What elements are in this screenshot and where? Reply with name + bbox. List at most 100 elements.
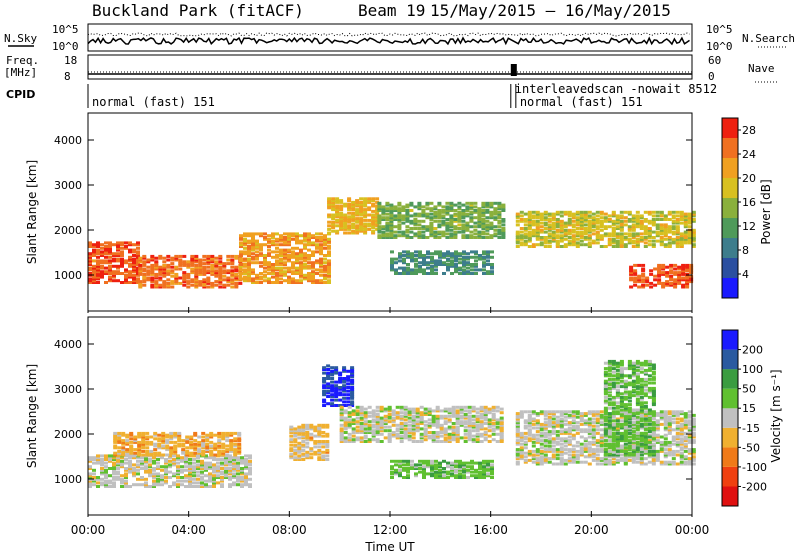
heatmap-cell — [96, 243, 100, 247]
heatmap-cell — [685, 265, 690, 269]
heatmap-cell — [299, 234, 303, 238]
power-colorbar-label: Power [dB] — [759, 179, 773, 244]
heatmap-cell — [547, 232, 552, 236]
heatmap-cell — [92, 468, 96, 472]
heatmap-cell — [185, 437, 190, 441]
heatmap-cell — [232, 465, 236, 469]
heatmap-cell — [342, 384, 347, 388]
heatmap-cell — [579, 212, 584, 216]
heatmap-cell — [244, 474, 248, 478]
heatmap-cell — [247, 254, 251, 257]
heatmap-cell — [567, 410, 572, 414]
heatmap-cell — [519, 449, 524, 453]
heatmap-cell — [405, 230, 410, 234]
heatmap-cell — [635, 239, 640, 243]
heatmap-cell — [402, 257, 406, 261]
heatmap-cell — [136, 263, 140, 266]
cpid-segment-label: normal (fast) 151 — [92, 95, 215, 109]
heatmap-cell — [479, 425, 484, 429]
heatmap-cell — [212, 479, 216, 483]
heatmap-cell — [355, 227, 360, 231]
heatmap-cell — [146, 271, 151, 275]
heatmap-cell — [413, 214, 418, 218]
heatmap-cell — [663, 228, 668, 232]
heatmap-cell — [651, 243, 656, 247]
heatmap-cell — [342, 368, 347, 371]
heatmap-cell — [112, 254, 116, 257]
heatmap-cell — [555, 440, 560, 444]
heatmap-cell — [429, 216, 434, 220]
heatmap-cell — [481, 218, 486, 221]
heatmap-cell — [451, 429, 456, 433]
heatmap-cell — [531, 214, 536, 218]
heatmap-cell — [299, 263, 303, 266]
heatmap-cell — [371, 213, 376, 217]
heatmap-cell — [228, 456, 232, 460]
heatmap-cell — [194, 258, 199, 262]
heatmap-cell — [575, 410, 580, 414]
heatmap-cell — [359, 436, 364, 440]
heatmap-cell — [389, 227, 394, 230]
heatmap-cell — [410, 255, 414, 259]
heatmap-cell — [687, 236, 692, 239]
heatmap-cell — [190, 269, 195, 273]
heatmap-cell — [212, 470, 216, 474]
heatmap-cell — [121, 453, 126, 457]
heatmap-cell — [631, 228, 636, 232]
heatmap-cell — [375, 204, 380, 208]
heatmap-cell — [637, 278, 642, 282]
heatmap-cell — [295, 241, 299, 245]
heatmap-cell — [355, 413, 360, 416]
heatmap-cell — [579, 449, 584, 453]
heatmap-cell — [449, 234, 454, 238]
heatmap-cell — [401, 209, 406, 212]
heatmap-cell — [108, 458, 112, 461]
heatmap-cell — [402, 272, 406, 275]
heatmap-cell — [450, 461, 454, 465]
heatmap-cell — [96, 277, 100, 281]
heatmap-cell — [519, 218, 524, 221]
heatmap-cell — [451, 409, 456, 413]
heatmap-cell — [347, 202, 352, 206]
heatmap-cell — [406, 268, 410, 272]
heatmap-cell — [497, 216, 502, 220]
heatmap-cell — [437, 201, 442, 205]
heatmap-cell — [575, 237, 580, 241]
heatmap-cell — [311, 273, 315, 277]
heatmap-cell — [359, 226, 364, 230]
heatmap-cell — [655, 451, 660, 455]
heatmap-cell — [247, 277, 251, 281]
power-ylabel: Slant Range [km] — [25, 160, 39, 264]
heatmap-cell — [397, 201, 402, 205]
heatmap-cell — [157, 453, 162, 457]
heatmap-cell — [142, 283, 147, 287]
heatmap-cell — [411, 420, 416, 424]
heatmap-cell — [559, 227, 564, 230]
heatmap-cell — [477, 212, 482, 216]
heatmap-cell — [315, 272, 319, 275]
heatmap-cell — [433, 210, 438, 214]
heatmap-cell — [479, 407, 484, 411]
heatmap-cell — [474, 474, 478, 478]
heatmap-cell — [667, 444, 672, 448]
heatmap-cell — [583, 444, 588, 448]
heatmap-cell — [563, 431, 568, 435]
freq-burst — [510, 64, 517, 76]
heatmap-cell — [482, 257, 486, 261]
heatmap-cell — [165, 446, 170, 450]
heatmap-cell — [629, 269, 634, 273]
heatmap-cell — [413, 212, 418, 216]
heatmap-cell — [313, 445, 318, 449]
heatmap-cell — [132, 275, 136, 279]
heatmap-cell — [363, 440, 368, 443]
heatmap-cell — [377, 207, 382, 211]
heatmap-cell — [499, 425, 504, 429]
heatmap-cell — [172, 474, 176, 478]
heatmap-cell — [527, 415, 532, 419]
heatmap-cell — [172, 481, 176, 485]
heatmap-cell — [350, 389, 355, 393]
heatmap-cell — [303, 266, 307, 270]
heatmap-cell — [295, 279, 299, 283]
heatmap-cell — [271, 264, 275, 268]
heatmap-cell — [587, 245, 592, 248]
